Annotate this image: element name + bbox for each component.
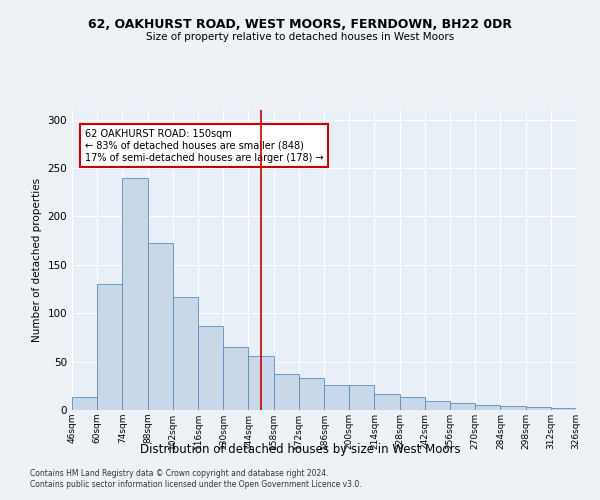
Text: Contains public sector information licensed under the Open Government Licence v3: Contains public sector information licen… (30, 480, 362, 489)
Text: Contains HM Land Registry data © Crown copyright and database right 2024.: Contains HM Land Registry data © Crown c… (30, 468, 329, 477)
Bar (500, 406, 526, 410)
Text: 62, OAKHURST ROAD, WEST MOORS, FERNDOWN, BH22 0DR: 62, OAKHURST ROAD, WEST MOORS, FERNDOWN,… (88, 18, 512, 30)
Bar (475, 405, 500, 410)
Bar (324, 385, 349, 410)
Text: Size of property relative to detached houses in West Moors: Size of property relative to detached ho… (146, 32, 454, 42)
Bar (551, 408, 576, 410)
Bar (173, 297, 198, 410)
Bar (248, 356, 274, 410)
Bar (526, 407, 551, 410)
Bar (198, 326, 223, 410)
Bar (223, 347, 248, 410)
Text: 62 OAKHURST ROAD: 150sqm
← 83% of detached houses are smaller (848)
17% of semi-: 62 OAKHURST ROAD: 150sqm ← 83% of detach… (85, 130, 323, 162)
Bar (299, 378, 324, 410)
Bar (148, 242, 173, 410)
Text: Distribution of detached houses by size in West Moors: Distribution of detached houses by size … (140, 444, 460, 456)
Bar (425, 402, 450, 410)
Bar (274, 374, 299, 410)
Bar (72, 398, 97, 410)
Bar (450, 403, 475, 410)
Bar (374, 394, 400, 410)
Y-axis label: Number of detached properties: Number of detached properties (32, 178, 42, 342)
Bar (400, 398, 425, 410)
Bar (97, 284, 122, 410)
Bar (122, 178, 148, 410)
Bar (349, 385, 374, 410)
